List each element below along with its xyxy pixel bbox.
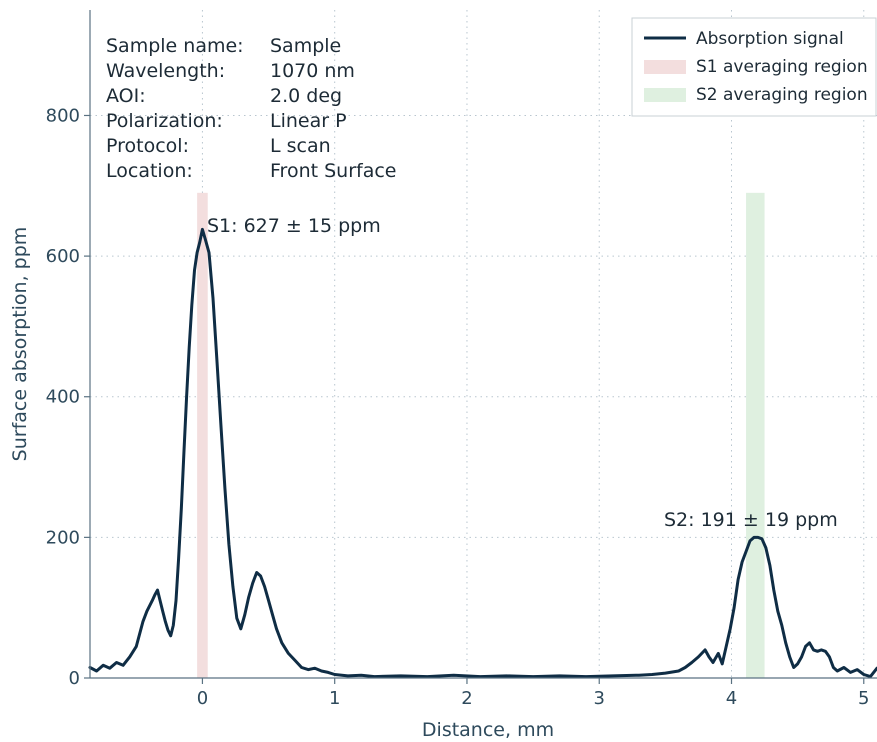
legend-label-absorption-signal: Absorption signal — [696, 29, 844, 49]
y-tick-label-400: 400 — [46, 387, 80, 408]
x-axis-label: Distance, mm — [422, 719, 554, 741]
info-value-sample-name: Sample — [270, 35, 341, 57]
info-label-aoi: AOI: — [106, 85, 146, 107]
info-value-protocol: L scan — [270, 135, 331, 157]
info-label-location: Location: — [106, 160, 193, 182]
series-line-absorption-signal — [88, 227, 877, 679]
axes — [89, 10, 877, 679]
s1-annotation: S1: 627 ± 15 ppm — [207, 215, 381, 237]
x-tick-label-5: 5 — [858, 688, 869, 709]
info-label-wavelength: Wavelength: — [106, 60, 225, 82]
sample-info-block: Sample name: Sample Wavelength: 1070 nm … — [106, 35, 396, 182]
info-value-aoi: 2.0 deg — [270, 85, 342, 107]
x-tick-label-4: 4 — [726, 688, 737, 709]
legend-label-s2-region: S2 averaging region — [696, 85, 868, 105]
legend-label-s1-region: S1 averaging region — [696, 57, 868, 77]
ticks: 0 1 2 3 4 5 0 200 400 600 800 — [46, 105, 870, 709]
info-value-polarization: Linear P — [270, 110, 347, 132]
y-tick-label-600: 600 — [46, 246, 80, 267]
legend-swatch-s2-region — [644, 88, 686, 102]
legend-swatch-s1-region — [644, 60, 686, 74]
info-label-protocol: Protocol: — [106, 135, 189, 157]
info-label-sample-name: Sample name: — [106, 35, 244, 57]
y-tick-label-800: 800 — [46, 105, 80, 126]
legend: Absorption signal S1 averaging region S2… — [631, 17, 877, 117]
info-value-wavelength: 1070 nm — [270, 60, 355, 82]
info-value-location: Front Surface — [270, 160, 396, 182]
y-tick-label-0: 0 — [69, 668, 80, 689]
averaging-regions — [197, 192, 765, 679]
info-label-polarization: Polarization: — [106, 110, 223, 132]
x-tick-label-0: 0 — [197, 688, 208, 709]
x-tick-label-2: 2 — [461, 688, 472, 709]
y-tick-label-200: 200 — [46, 527, 80, 548]
y-axis-label: Surface absorption, ppm — [9, 227, 31, 462]
series — [88, 227, 877, 679]
averaging-region-s1 — [197, 192, 208, 679]
x-tick-label-3: 3 — [594, 688, 605, 709]
averaging-region-s2 — [746, 192, 765, 679]
s2-annotation: S2: 191 ± 19 ppm — [664, 509, 838, 531]
x-tick-label-1: 1 — [329, 688, 340, 709]
